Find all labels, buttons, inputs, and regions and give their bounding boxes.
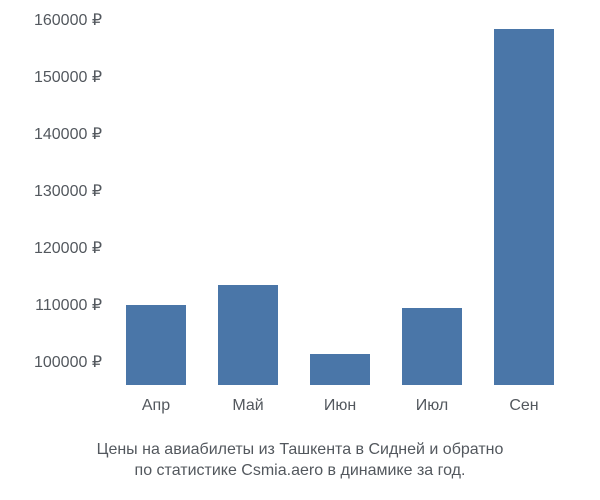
x-tick-label: Сен [509, 385, 538, 415]
caption-line-2: по статистике Csmia.aero в динамике за г… [0, 460, 600, 482]
bars-group [110, 20, 570, 385]
bar [402, 308, 463, 385]
y-tick-label: 140000 ₽ [34, 124, 110, 144]
chart-caption: Цены на авиабилеты из Ташкента в Сидней … [0, 439, 600, 482]
x-tick-label: Май [232, 385, 263, 415]
bar [126, 305, 187, 385]
y-tick-label: 150000 ₽ [34, 67, 110, 87]
x-tick-label: Июн [324, 385, 356, 415]
y-tick-label: 160000 ₽ [34, 10, 110, 30]
bar [310, 354, 371, 385]
price-chart: 100000 ₽ 110000 ₽ 120000 ₽ 130000 ₽ 140000 ₽… [0, 0, 600, 500]
y-tick-label: 100000 ₽ [34, 352, 110, 372]
bar [494, 29, 555, 385]
plot-area: 100000 ₽110000 ₽120000 ₽130000 ₽140000 ₽… [110, 20, 570, 385]
caption-line-1: Цены на авиабилеты из Ташкента в Сидней … [0, 439, 600, 461]
x-tick-label: Апр [142, 385, 170, 415]
y-tick-label: 110000 ₽ [35, 295, 110, 315]
y-tick-label: 120000 ₽ [34, 238, 110, 258]
bar [218, 285, 279, 385]
x-tick-label: Июл [416, 385, 448, 415]
y-tick-label: 130000 ₽ [34, 181, 110, 201]
